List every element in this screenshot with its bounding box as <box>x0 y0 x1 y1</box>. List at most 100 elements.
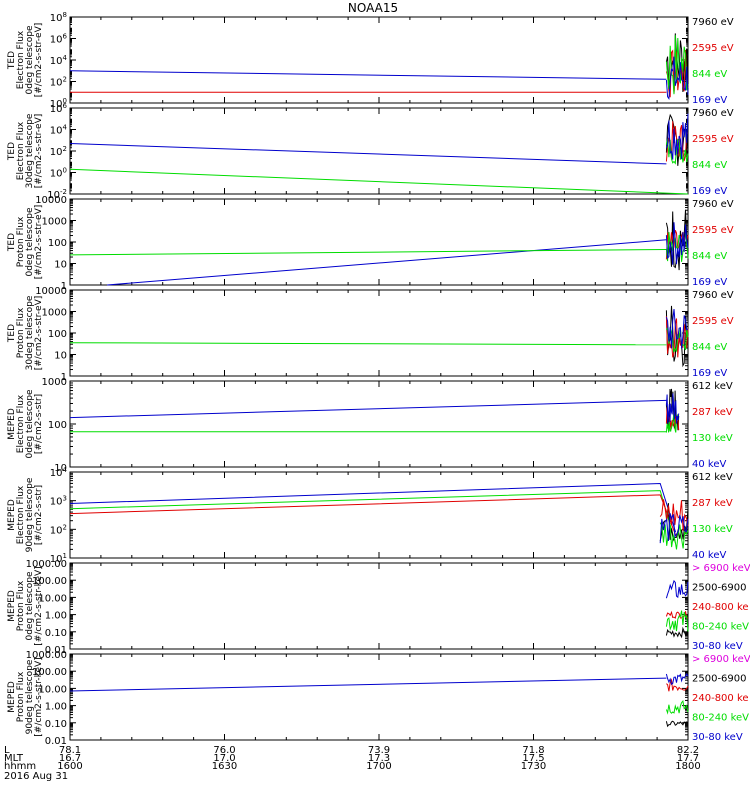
y-axis-label-line: [#/cm2-s-str-eV] <box>34 205 44 280</box>
y-axis-label: MEPED Electron Flux 0deg telescope [#/cm2-s… <box>7 389 44 459</box>
y-tick-label: 0.10 <box>45 628 67 639</box>
legend-entry: > 6900 keV <box>692 654 750 665</box>
legend-entry: > 6900 keV <box>692 563 750 574</box>
series-line-green <box>69 249 667 256</box>
y-axis-label-line: Proton Flux <box>16 580 26 631</box>
burst-green <box>665 35 689 95</box>
y-axis-label: MEPED Proton Flux 0deg telescope [#/cm2-s-s… <box>7 566 44 645</box>
y-axis-label-line: 0deg telescope <box>25 207 35 277</box>
y-axis-label-line: Proton Flux <box>16 671 26 722</box>
y-axis-label: MEPED Electron Flux 90deg telescope [#/cm2-… <box>7 477 44 552</box>
burst-blue <box>665 673 689 685</box>
y-axis-label: TED Electron Flux 0deg telescope [#/cm2-s-s… <box>7 23 44 98</box>
panel-frame <box>69 289 689 377</box>
y-axis-label-line: 30deg telescope <box>25 113 35 188</box>
y-axis-label: TED Proton Flux 30deg telescope [#/cm2-s-st… <box>7 295 44 370</box>
panel-frame <box>69 471 689 559</box>
legend-entry: 612 keV <box>692 381 733 392</box>
legend-entry: 7960 eV <box>692 108 734 119</box>
burst-black <box>665 626 689 639</box>
legend-entry: 30-80 keV <box>692 641 743 652</box>
footer-tick-label: 17.0 <box>213 753 235 764</box>
series-line-blue <box>69 143 667 165</box>
legend-entry: 844 eV <box>692 342 727 353</box>
legend-entry: 130 keV <box>692 524 733 535</box>
y-axis-label-line: Electron Flux <box>16 394 26 453</box>
y-tick-label: 10 <box>54 260 67 271</box>
y-axis-label-line: [#/cm2-s-str] <box>34 485 44 545</box>
y-tick-label: 108 <box>50 11 67 24</box>
burst-green <box>665 610 689 632</box>
footer-tick-label: 1630 <box>212 761 237 772</box>
panel-frame <box>69 16 689 104</box>
y-axis-label-line: MEPED <box>7 681 17 713</box>
y-axis-label-line: 90deg telescope <box>25 477 35 552</box>
y-tick-label: 100 <box>50 97 67 110</box>
y-tick-label: 100 <box>48 238 67 249</box>
panel-frame <box>69 653 689 741</box>
burst-blue <box>665 393 680 424</box>
y-tick-label: 0.01 <box>45 645 67 656</box>
legend-entry: 130 keV <box>692 433 733 444</box>
burst-red <box>659 499 689 531</box>
y-axis-label: TED Proton Flux 0deg telescope [#/cm2-s-str… <box>7 205 44 280</box>
panel-frame <box>69 198 689 286</box>
panel-meped-electron-90deg: 101 102 103 104 MEPED Electron Flux 90deg tele… <box>7 466 733 565</box>
footer-tick-label: 17.5 <box>522 753 544 764</box>
y-axis-label-line: TED <box>7 324 17 343</box>
legend-entry: 844 eV <box>692 69 727 80</box>
y-tick-label: 1000 <box>42 217 67 228</box>
footer-tick-label: 1600 <box>57 761 82 772</box>
y-tick-label: 10-2 <box>47 188 67 201</box>
y-axis-label-line: TED <box>7 51 17 70</box>
series-line-blue <box>107 239 667 286</box>
y-tick-label: 104 <box>50 54 68 67</box>
footer-tick-label: 82.2 <box>677 745 699 756</box>
y-tick-label: 103 <box>50 495 67 508</box>
legend-entry: 287 keV <box>692 498 733 509</box>
legend-entry: 40 keV <box>692 459 726 470</box>
legend-entry: 169 eV <box>692 95 727 106</box>
legend-entry: 844 eV <box>692 251 727 262</box>
legend-entry: 7960 eV <box>692 17 734 28</box>
legend-entry: 287 keV <box>692 407 733 418</box>
burst-red <box>665 610 688 619</box>
burst-blue <box>665 222 689 265</box>
y-tick-label: 106 <box>50 102 68 115</box>
y-axis-label-line: Electron Flux <box>16 485 26 544</box>
burst-green <box>659 522 689 550</box>
y-tick-label: 100.00 <box>32 576 67 587</box>
legend-entry: 30-80 keV <box>692 732 743 743</box>
y-tick-label: 1.00 <box>45 611 67 622</box>
footer-row-name: MLT <box>4 753 24 764</box>
burst-black <box>665 720 689 728</box>
series-line-green <box>69 490 677 544</box>
y-axis-label-line: MEPED <box>7 590 17 622</box>
y-tick-label: 1 <box>61 372 67 383</box>
legend-entry: 80-240 keV <box>692 713 749 724</box>
footer-tick-label: 1800 <box>675 761 700 772</box>
burst-blue <box>665 579 689 599</box>
y-tick-label: 1000 <box>42 308 67 319</box>
series-line-blue <box>69 482 677 533</box>
y-axis-label-line: [#/cm2-s-str-keV] <box>34 657 44 736</box>
y-tick-label: 102 <box>50 145 67 158</box>
y-tick-label: 102 <box>50 76 67 89</box>
y-tick-label: 1000.00 <box>26 559 67 570</box>
footer-row-name: hhmm <box>4 761 36 772</box>
legend-entry: 612 keV <box>692 472 733 483</box>
y-axis-label-line: 0deg telescope <box>25 25 35 95</box>
footer-tick-label: 73.9 <box>368 745 390 756</box>
y-tick-label: 10.00 <box>38 593 67 604</box>
footer-tick-label: 16.7 <box>59 753 81 764</box>
burst-blue <box>665 56 689 101</box>
y-tick-label: 101 <box>50 552 67 565</box>
series-line-blue <box>69 399 667 419</box>
legend-entry: 2500-6900 <box>692 583 747 594</box>
